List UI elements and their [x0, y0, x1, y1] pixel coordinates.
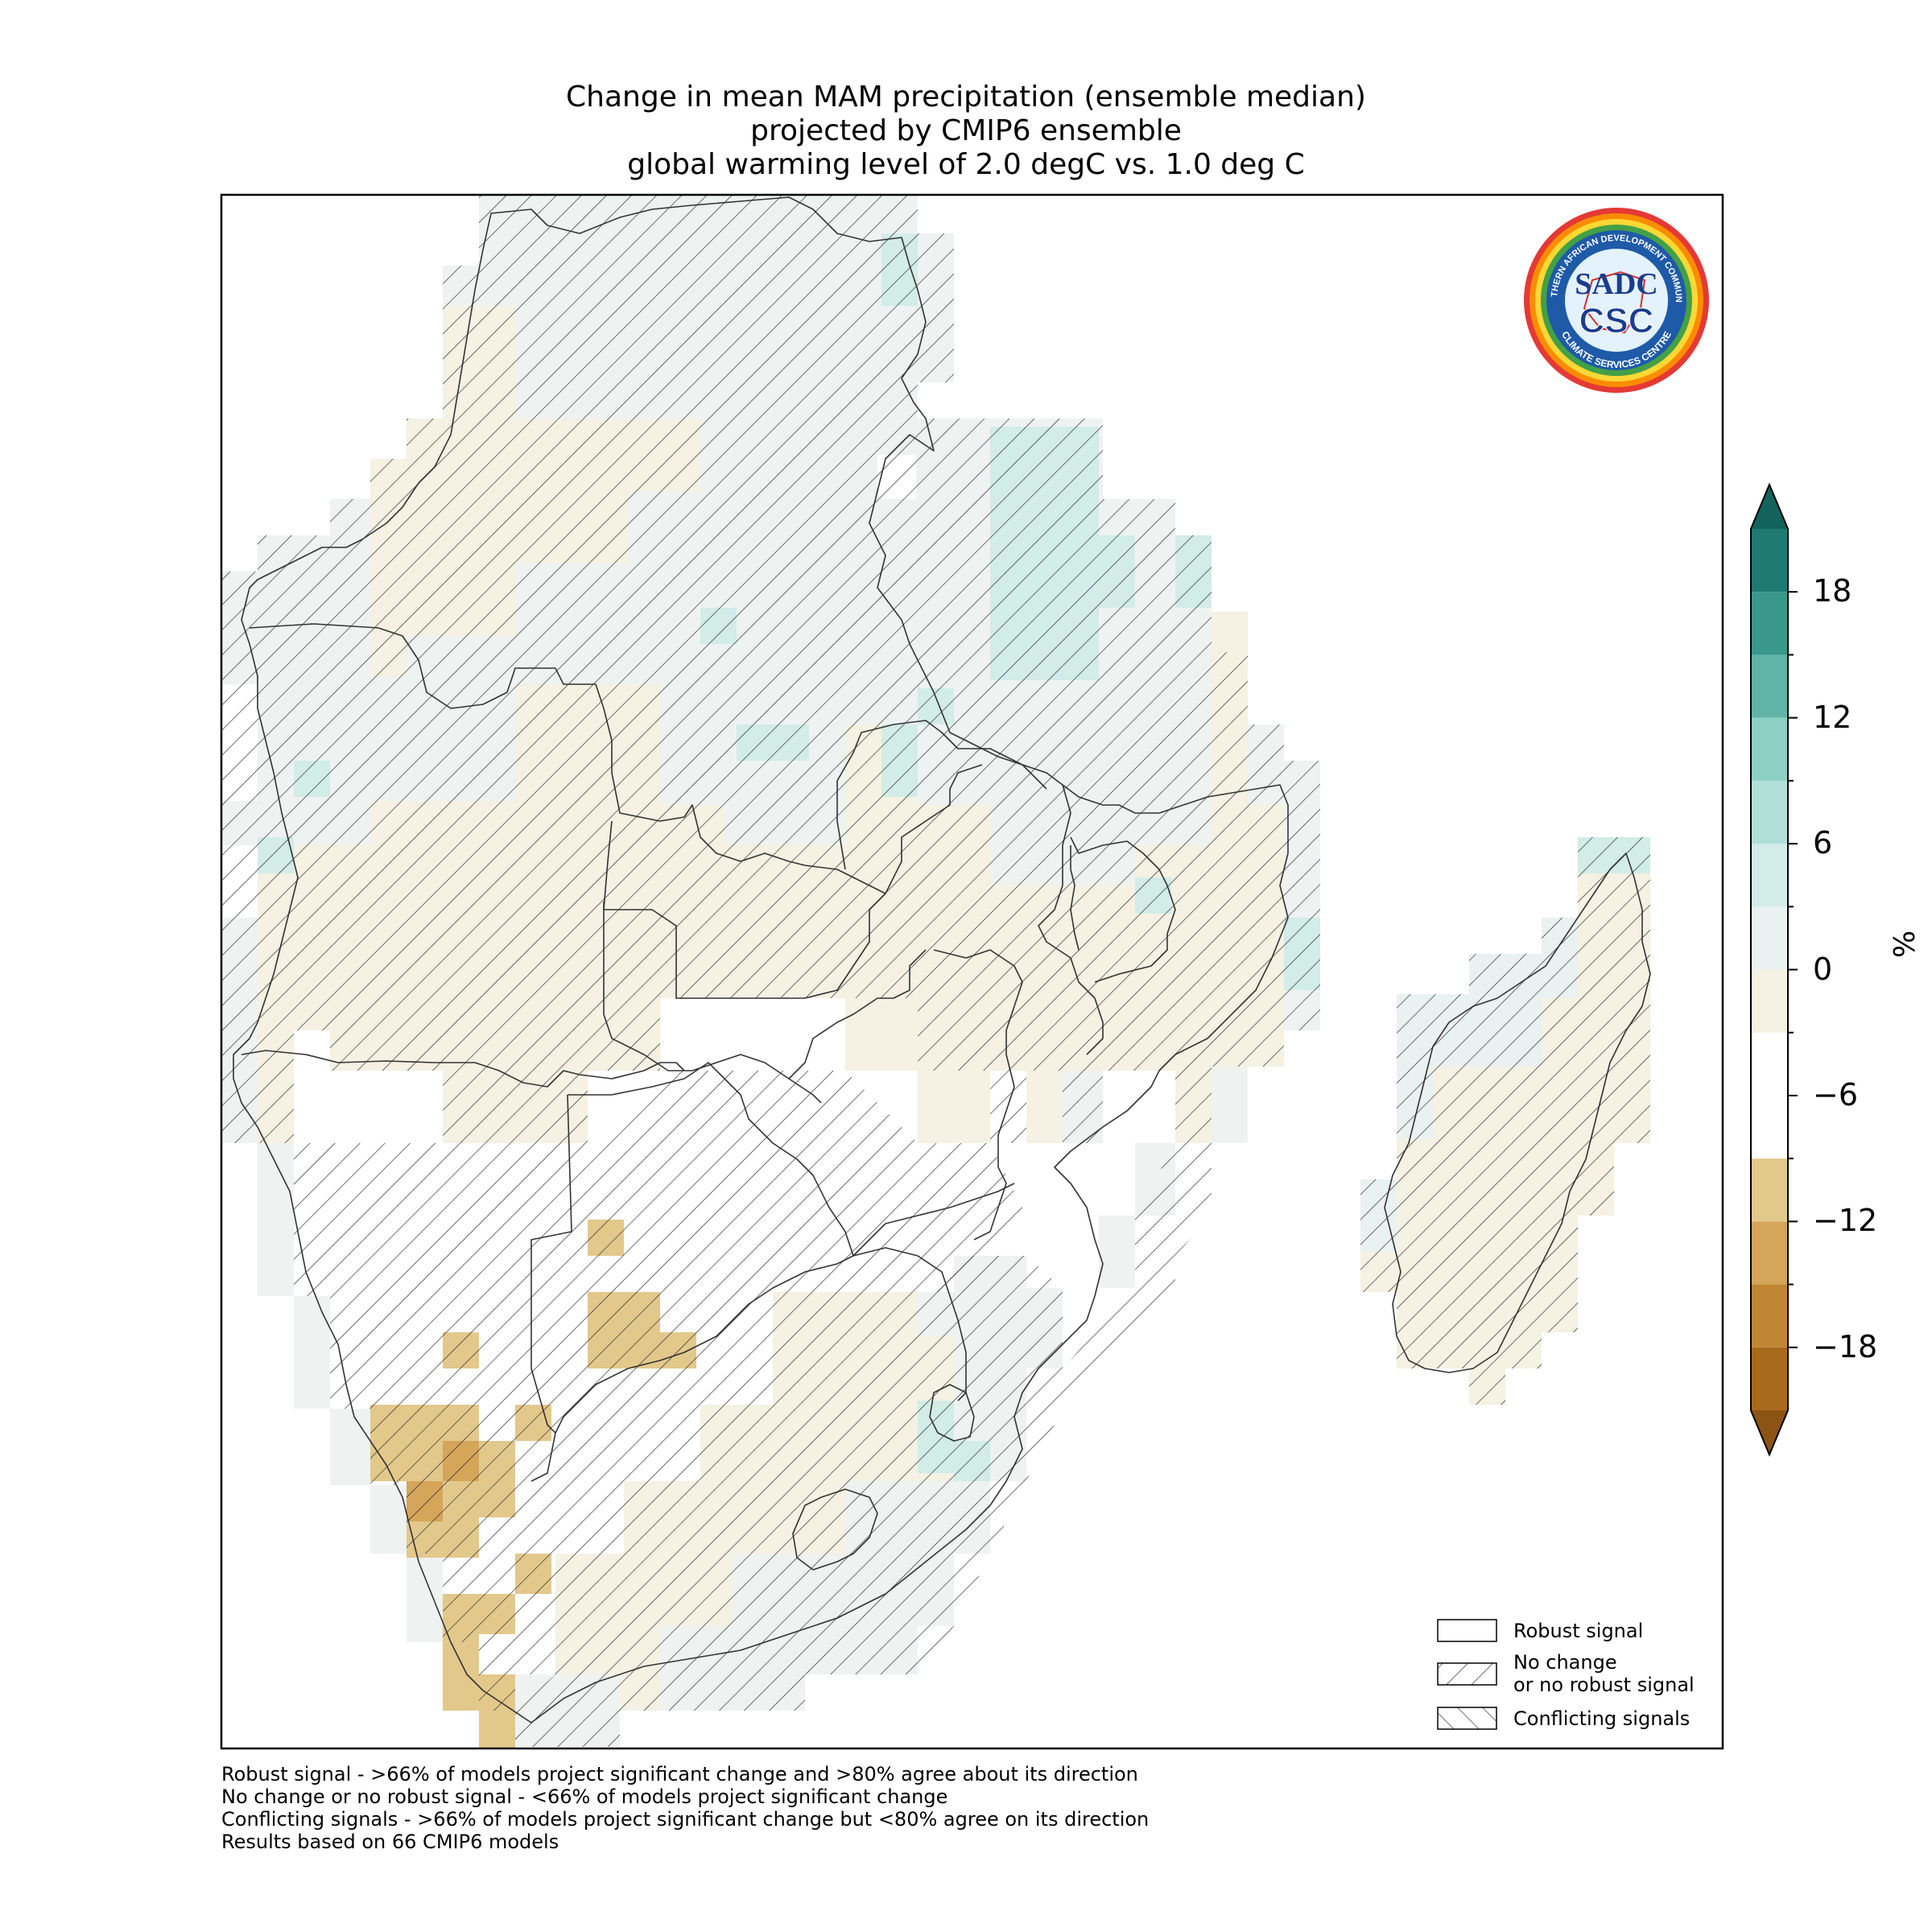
- lesotho-border: [792, 1488, 878, 1571]
- legend-swatch-no-change: [1437, 1662, 1497, 1686]
- colorbar-tick-label: −12: [1813, 1203, 1878, 1239]
- border-11: [555, 1062, 854, 1434]
- border-12: [852, 1247, 967, 1402]
- border-4: [1070, 836, 1176, 983]
- border-10: [530, 1094, 572, 1482]
- colorbar-over-arrow: [1751, 485, 1788, 529]
- colorbar-bin-11: [1751, 592, 1788, 655]
- map-title-line-3: global warming level of 2.0 degC vs. 1.0…: [627, 148, 1305, 181]
- footnote-robust: Robust signal - >66% of models project s…: [221, 1763, 1138, 1785]
- border-13: [852, 1183, 1015, 1257]
- map-title-line-1: Change in mean MAM precipitation (ensemb…: [566, 80, 1366, 114]
- colorbar-tick-label: −18: [1813, 1328, 1878, 1364]
- colorbar-bin-10: [1751, 654, 1788, 718]
- colorbar-bin-7: [1751, 844, 1788, 907]
- legend-label-conflicting: Conflicting signals: [1513, 1707, 1690, 1730]
- legend-label-no-change: No change or no robust signal: [1513, 1651, 1695, 1696]
- colorbar-tick-label: 0: [1813, 951, 1833, 987]
- colorbar-unit: %: [1889, 930, 1922, 958]
- map-area: SADC CSC SOUTHERN AFRICAN DEVELOPMENT CO…: [222, 195, 1709, 1748]
- legend-label-robust: Robust signal: [1513, 1620, 1644, 1642]
- colorbar-bin-4: [1751, 1032, 1788, 1159]
- logo-initials-top: SADC: [1575, 267, 1657, 301]
- colorbar-tick-label: 18: [1813, 573, 1852, 609]
- border-7: [788, 949, 927, 1080]
- logo-initials-bottom: CSC: [1579, 301, 1654, 341]
- colorbar-tick-label: 12: [1813, 699, 1852, 735]
- colorbar-bin-12: [1751, 529, 1788, 592]
- colorbar-bin-5: [1751, 969, 1788, 1033]
- colorbar-bin-0: [1751, 1347, 1788, 1410]
- country-borders: [233, 196, 1651, 1724]
- map-title-line-2: projected by CMIP6 ensemble: [750, 114, 1182, 147]
- madagascar-coastline: [1384, 852, 1651, 1373]
- eswatini-border: [929, 1384, 975, 1442]
- footnote-no-change: No change or no robust signal - <66% of …: [221, 1785, 948, 1808]
- border-5: [603, 820, 886, 999]
- colorbar-outline: [1750, 482, 1789, 1457]
- sadc-csc-logo: SADC CSC SOUTHERN AFRICAN DEVELOPMENT CO…: [1524, 208, 1709, 393]
- colorbar-bin-3: [1751, 1158, 1788, 1222]
- colorbar-bin-6: [1751, 906, 1788, 970]
- colorbar-bin-8: [1751, 780, 1788, 844]
- footnote-conflicting: Conflicting signals - >66% of models pro…: [221, 1808, 1150, 1831]
- colorbar-under-arrow: [1751, 1410, 1788, 1455]
- colorbar-bin-2: [1751, 1221, 1788, 1285]
- legend-swatch-conflicting: [1437, 1707, 1497, 1730]
- border-8: [933, 949, 1023, 1241]
- colorbar-tick-label: 6: [1813, 825, 1833, 861]
- colorbar-tick-label: −6: [1813, 1076, 1859, 1113]
- legend-swatch-robust: [1437, 1619, 1497, 1642]
- footnote-models: Results based on 66 CMIP6 models: [221, 1831, 559, 1853]
- border-2: [836, 720, 1047, 870]
- border-9: [241, 1050, 685, 1088]
- border-1: [249, 623, 983, 894]
- no-change-hatching: [222, 195, 1650, 1747]
- border-3: [1038, 784, 1104, 1055]
- africa-coastline: [233, 196, 1289, 1724]
- border-6: [603, 902, 822, 1104]
- lake-malawi: [1070, 845, 1080, 951]
- colorbar-bin-1: [1751, 1284, 1788, 1348]
- signal-legend: [1437, 1619, 1497, 1730]
- colorbar: [1750, 482, 1798, 1457]
- colorbar-bin-9: [1751, 717, 1788, 781]
- map-frame: [220, 193, 1724, 1750]
